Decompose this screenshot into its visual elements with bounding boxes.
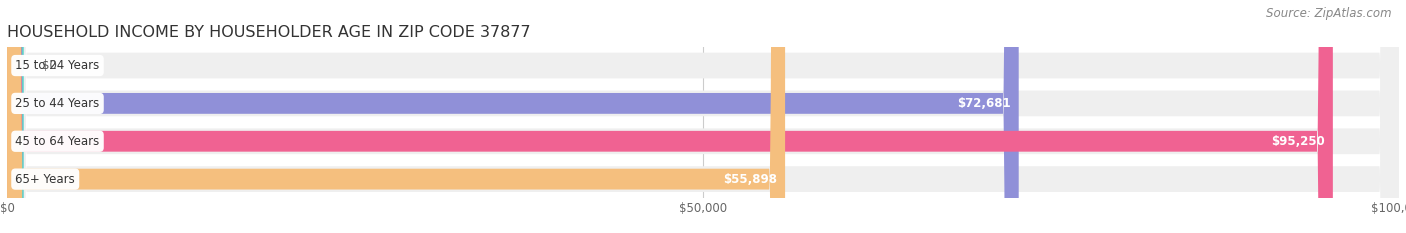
Text: $95,250: $95,250	[1271, 135, 1324, 148]
Text: 15 to 24 Years: 15 to 24 Years	[15, 59, 100, 72]
FancyBboxPatch shape	[7, 0, 1019, 233]
Text: $0: $0	[42, 59, 56, 72]
FancyBboxPatch shape	[7, 0, 24, 233]
FancyBboxPatch shape	[7, 0, 1399, 233]
FancyBboxPatch shape	[7, 0, 1333, 233]
FancyBboxPatch shape	[7, 0, 785, 233]
Text: Source: ZipAtlas.com: Source: ZipAtlas.com	[1267, 7, 1392, 20]
Text: 45 to 64 Years: 45 to 64 Years	[15, 135, 100, 148]
FancyBboxPatch shape	[7, 0, 1399, 233]
Text: HOUSEHOLD INCOME BY HOUSEHOLDER AGE IN ZIP CODE 37877: HOUSEHOLD INCOME BY HOUSEHOLDER AGE IN Z…	[7, 25, 530, 40]
FancyBboxPatch shape	[7, 0, 1399, 233]
Text: $55,898: $55,898	[723, 173, 776, 186]
FancyBboxPatch shape	[7, 0, 1399, 233]
Text: 25 to 44 Years: 25 to 44 Years	[15, 97, 100, 110]
Text: 65+ Years: 65+ Years	[15, 173, 75, 186]
Text: $72,681: $72,681	[956, 97, 1011, 110]
